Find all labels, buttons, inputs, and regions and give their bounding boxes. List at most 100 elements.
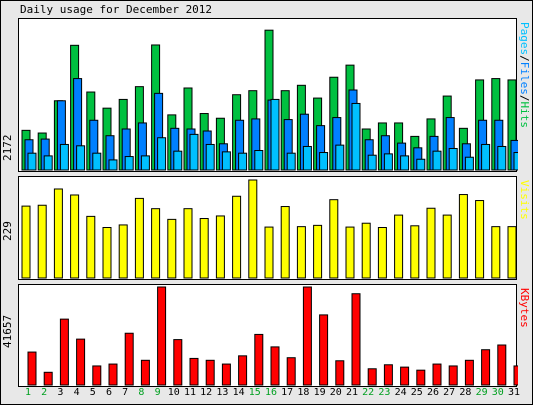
- visits-bar: [102, 227, 112, 279]
- pages-bar: [335, 144, 345, 171]
- day-tick-label: 20: [329, 387, 342, 398]
- middle-y-max-label: 229: [1, 221, 14, 241]
- kbytes-panel: [18, 284, 518, 387]
- pages-bar: [383, 153, 393, 171]
- pages-bar: [254, 150, 264, 171]
- visits-plot: [21, 179, 517, 279]
- kbytes-bar: [205, 359, 215, 386]
- legend-visits: Visits: [518, 180, 531, 220]
- pages-bar: [221, 151, 231, 171]
- visits-bar: [345, 226, 355, 279]
- day-tick-label: 1: [24, 387, 32, 398]
- visits-bar: [313, 224, 323, 279]
- visits-bar: [475, 200, 485, 279]
- kbytes-bar: [286, 357, 296, 386]
- day-tick-label: 26: [426, 387, 440, 398]
- pages-bar: [367, 154, 377, 171]
- legend-hits: Hits: [518, 101, 531, 129]
- day-tick-label: 13: [216, 387, 229, 398]
- kbytes-bar: [140, 359, 150, 386]
- day-tick-label: 10: [167, 387, 180, 398]
- kbytes-bar: [497, 344, 507, 386]
- kbytes-bar: [270, 346, 280, 386]
- top-y-max-label: 2172: [1, 134, 14, 162]
- visits-bar: [134, 197, 144, 279]
- kbytes-bar: [383, 364, 393, 386]
- kbytes-bar: [335, 360, 345, 386]
- legend-kbytes: KBytes: [518, 288, 531, 328]
- kbytes-bar: [464, 359, 474, 386]
- pages-bar: [205, 143, 215, 171]
- visits-bar: [70, 194, 80, 279]
- visits-bar: [442, 214, 452, 279]
- day-tick-label: 6: [105, 387, 113, 398]
- day-tick-label: 18: [297, 387, 310, 398]
- visits-bar: [264, 226, 274, 279]
- day-tick-label: 15: [248, 387, 261, 398]
- pages-bar: [302, 145, 312, 171]
- day-tick-label: 30: [491, 387, 504, 398]
- day-tick-label: 12: [200, 387, 213, 398]
- visits-bar: [199, 218, 209, 279]
- day-tick-label: 22: [362, 387, 375, 398]
- visits-bar: [21, 205, 31, 279]
- visits-bar: [118, 224, 128, 279]
- day-tick-label: 16: [264, 387, 278, 398]
- visits-bar: [183, 208, 193, 279]
- day-tick-label: 31: [507, 387, 521, 398]
- visits-bar: [280, 206, 290, 279]
- pages-bar: [157, 137, 167, 171]
- legend-files: Files: [518, 61, 531, 95]
- visits-bar: [361, 222, 371, 279]
- kbytes-bar: [513, 365, 518, 386]
- kbytes-bar: [367, 368, 377, 386]
- visits-bar: [458, 194, 468, 279]
- pages-bar: [76, 145, 86, 171]
- day-tick-label: 9: [154, 387, 161, 398]
- legend-slash: /: [518, 94, 531, 102]
- day-axis-labels: 1 2 3 4 5 6 7 8 9 10 11 12 13 14 15 16 17 18 19 20 21 22 23 24 2…: [18, 387, 520, 401]
- kbytes-bar: [400, 366, 410, 386]
- day-tick-label: 4: [73, 387, 80, 398]
- kbytes-bar: [92, 365, 102, 386]
- day-tick-label: 29: [475, 387, 488, 398]
- kbytes-bar: [173, 339, 183, 386]
- visits-bar: [329, 199, 339, 279]
- kbytes-bar: [319, 314, 329, 386]
- pages-bar: [351, 102, 361, 171]
- visits-bar: [394, 214, 404, 279]
- visits-bar: [491, 226, 501, 279]
- day-tick-label: 24: [394, 387, 407, 398]
- kbytes-bar: [254, 333, 264, 386]
- day-tick-label: 3: [57, 387, 64, 398]
- kbytes-bar: [448, 365, 458, 386]
- kbytes-bar: [238, 355, 248, 386]
- legend-pages: Pages: [518, 22, 531, 56]
- visits-bar: [151, 208, 161, 279]
- kbytes-bar: [27, 351, 37, 386]
- kbytes-bar: [221, 363, 231, 386]
- day-tick-label: 7: [122, 387, 129, 398]
- pages-bar: [59, 143, 69, 171]
- day-tick-label: 14: [232, 387, 245, 398]
- kbytes-bar: [157, 286, 167, 386]
- legend-slash: /: [518, 55, 531, 62]
- day-tick-label: 8: [138, 387, 145, 398]
- visits-bar: [86, 215, 96, 279]
- day-tick-label: 28: [459, 387, 472, 398]
- visits-bar: [296, 226, 306, 279]
- pages-bar: [43, 155, 53, 171]
- kbytes-bar: [43, 371, 53, 386]
- pages-bar: [448, 147, 458, 171]
- kbytes-bar: [124, 332, 134, 386]
- visits-legend: Visits: [517, 180, 531, 240]
- day-tick-label: 17: [281, 387, 294, 398]
- hits-files-pages-plot: [21, 29, 518, 171]
- pages-bar: [140, 155, 150, 171]
- pages-bar: [92, 152, 102, 171]
- pages-bar: [513, 152, 518, 171]
- pages-bar: [464, 156, 474, 171]
- pages-bar: [124, 156, 134, 171]
- kbytes-bar: [481, 349, 491, 386]
